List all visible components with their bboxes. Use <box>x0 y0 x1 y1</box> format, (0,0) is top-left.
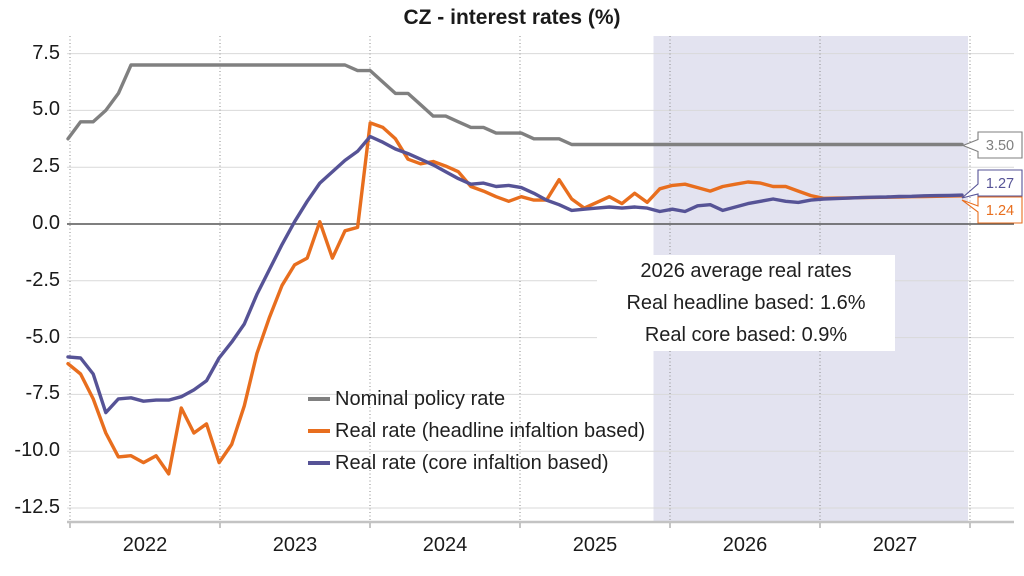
y-tick-label: 7.5 <box>32 41 60 64</box>
y-tick-label: 2.5 <box>32 155 60 178</box>
series-line-nominal-policy-rate <box>66 63 964 147</box>
y-tick-label: 0.0 <box>32 212 60 234</box>
y-tick-label: -10.0 <box>14 439 60 462</box>
x-tick-label: 2026 <box>722 534 768 556</box>
series-line-real-rate-headline-infaltion-based <box>66 121 964 476</box>
legend-label: Real rate (core infaltion based) <box>335 451 609 474</box>
y-tick-label: -7.5 <box>25 382 60 405</box>
end-label-bubble-3-50 <box>961 131 1023 159</box>
end-label-bubble-1-24 <box>961 196 1023 224</box>
y-tick-label: -5.0 <box>25 325 60 348</box>
x-tick-label: 2022 <box>122 534 168 556</box>
annotation-box: 2026 average real rates Real headline ba… <box>597 255 895 351</box>
x-tick-label: 2023 <box>272 534 318 556</box>
end-label-bubble-1-27 <box>961 169 1023 199</box>
end-label-value: 1.24 <box>986 203 1014 219</box>
end-label-value: 3.50 <box>986 138 1014 154</box>
legend-label: Nominal policy rate <box>335 387 506 410</box>
legend-item-nominal-policy-rate: Nominal policy rate <box>308 383 645 415</box>
annotation-line: 2026 average real rates <box>640 260 852 282</box>
x-tick-label: 2025 <box>572 534 618 556</box>
annotation-line: Real headline based: 1.6% <box>626 292 866 314</box>
x-tick-label: 2027 <box>872 534 918 556</box>
x-tick-label: 2024 <box>422 534 468 556</box>
legend-swatch-real-rate-core <box>308 461 330 465</box>
y-tick-label: -12.5 <box>14 496 60 518</box>
legend-item-real-rate-headline: Real rate (headline infaltion based) <box>308 415 645 447</box>
series-line-real-rate-core-infaltion-based <box>66 134 964 415</box>
legend: Nominal policy rate Real rate (headline … <box>308 383 645 479</box>
legend-swatch-real-rate-headline <box>308 429 330 433</box>
annotation-line: Real core based: 0.9% <box>644 324 848 346</box>
y-tick-label: 5.0 <box>32 98 60 121</box>
y-tick-label: -2.5 <box>25 268 60 291</box>
legend-label: Real rate (headline infaltion based) <box>335 419 646 442</box>
chart-title: CZ - interest rates (%) <box>403 6 621 29</box>
end-label-value: 1.27 <box>986 176 1014 192</box>
legend-swatch-nominal-policy-rate <box>308 397 330 401</box>
legend-item-real-rate-core: Real rate (core infaltion based) <box>308 447 645 479</box>
